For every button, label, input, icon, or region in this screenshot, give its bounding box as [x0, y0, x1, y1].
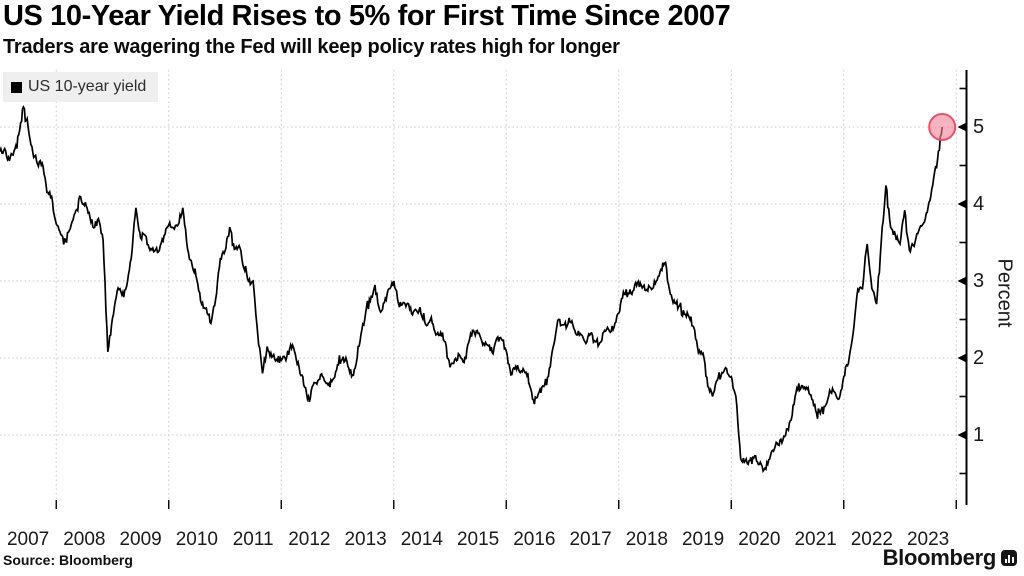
- x-tick-label: 2016: [513, 529, 556, 550]
- y-axis-title: Percent: [993, 258, 1016, 328]
- x-tick-label: 2012: [288, 529, 331, 550]
- x-tick-label: 2011: [232, 529, 274, 550]
- y-tick-label: 2: [973, 347, 985, 369]
- legend-label: US 10-year yield: [28, 78, 147, 95]
- bloomberg-bars-icon: [1001, 550, 1017, 566]
- legend-swatch-icon: [11, 81, 22, 93]
- x-tick-label: 2020: [738, 529, 781, 550]
- y-tick-label: 5: [973, 116, 985, 138]
- x-tick-label: 2009: [119, 529, 162, 550]
- y-tick-label: 3: [973, 270, 985, 292]
- y-tick-label: 4: [973, 193, 985, 215]
- source-caption: Source: Bloomberg: [3, 552, 133, 568]
- x-tick-label: 2023: [906, 529, 950, 550]
- x-tick-label: 2014: [400, 529, 444, 550]
- x-tick-label: 2013: [344, 529, 387, 550]
- x-tick-label: 2022: [850, 529, 894, 550]
- x-tick-label: 2017: [569, 529, 612, 550]
- x-tick-label: 2015: [456, 529, 500, 550]
- page-subtitle: Traders are wagering the Fed will keep p…: [3, 36, 620, 58]
- bloomberg-wordmark: Bloomberg: [882, 545, 997, 570]
- legend: US 10-year yield: [3, 72, 159, 102]
- y-tick-label: 1: [973, 424, 985, 446]
- x-tick-label: 2010: [175, 529, 219, 550]
- page-title: US 10-Year Yield Rises to 5% for First T…: [3, 0, 731, 32]
- x-tick-label: 2007: [6, 529, 50, 550]
- x-tick-label: 2018: [625, 529, 669, 550]
- x-tick-label: 2021: [794, 529, 837, 550]
- bloomberg-logo: Bloomberg: [883, 545, 1017, 571]
- x-tick-label: 2019: [681, 529, 725, 550]
- x-tick-label: 2008: [63, 529, 106, 550]
